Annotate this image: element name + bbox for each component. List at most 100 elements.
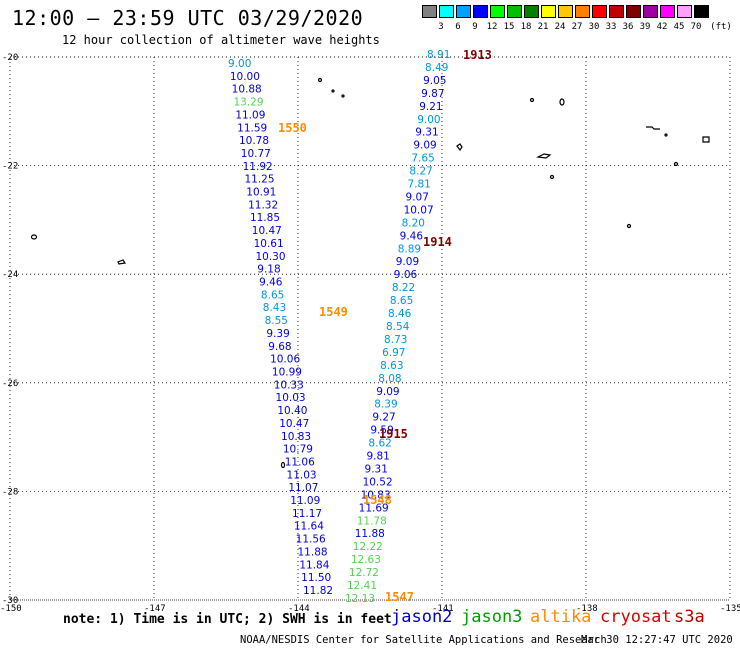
swh-value: 9.31 [415,127,438,139]
legend-label: 42 [656,22,668,32]
swh-value: 8.65 [390,295,413,307]
swh-value: 11.69 [359,502,389,514]
lon-tick-label: -135 [720,604,740,614]
island [331,89,335,93]
legend-swatch [473,5,488,18]
legend-label: 9 [472,22,478,32]
pass-number: 1550 [278,121,307,135]
swh-value: 11.88 [298,546,328,558]
track-west: 9.0010.0010.8813.2911.0911.5910.7810.771… [228,58,333,597]
legend-jason2: jason2 [391,607,453,627]
swh-value: 9.18 [257,264,280,276]
pass-number: 1914 [423,235,452,249]
legend-swatch [456,5,471,18]
swh-value: 9.07 [406,191,429,203]
swh-value: 8.73 [384,334,407,346]
axis-ticks: -20 -22 -24 -26 -28 -30-150 -147 -144 -141 -138 -1… [0,53,740,614]
legend-label: 45 [673,22,685,32]
island [535,153,552,159]
legend-swatch [507,5,522,18]
swh-value: 8.20 [402,217,425,229]
swh-value: 10.83 [361,489,391,501]
legend-label: 6 [455,22,461,32]
legend-s3a: s3a [674,607,705,627]
legend-altika: altika [530,607,592,627]
swh-value: 9.39 [266,328,289,340]
pass-number: 1547 [385,590,414,604]
swh-value: 13.29 [233,97,263,109]
lon-tick-label: -144 [288,604,310,614]
swh-value: 9.05 [423,75,446,87]
swh-value: 6.97 [382,347,405,359]
legend-label: 30 [588,22,600,32]
island [626,223,632,229]
swh-value: 10.47 [279,418,309,430]
swh-value: 11.09 [235,109,265,121]
swh-value: 8.91 [427,49,450,61]
swh-value: 10.33 [274,379,304,391]
legend-cryosat: cryosat [600,607,672,627]
swh-value: 8.54 [386,321,410,333]
swh-value: 8.55 [265,315,288,327]
lat-tick-label: -22 [2,162,18,172]
island-outlines [30,77,710,469]
swh-value: 10.91 [246,187,276,199]
lon-tick-label: -138 [576,604,598,614]
swh-value: 12.22 [353,541,383,553]
swh-value: 10.47 [252,225,282,237]
legend-swatch [626,5,641,18]
swh-value: 8.62 [368,438,391,450]
lat-tick-label: -26 [2,379,18,389]
swh-value: 10.52 [363,476,393,488]
track-east: 8.918.499.059.879.219.009.319.097.658.27… [345,49,450,605]
swh-value: 10.07 [404,204,434,216]
island [673,161,679,167]
pass-number: 1915 [379,427,408,441]
swh-value: 8.43 [263,302,286,314]
swh-value: 10.00 [230,71,260,83]
legend-swatch [524,5,539,18]
swh-value: 8.49 [425,62,448,74]
swh-value: 10.83 [281,431,311,443]
swh-value: 11.56 [296,534,326,546]
swh-value: 7.81 [407,179,430,191]
legend-label: 21 [537,22,549,32]
credit-line: NOAA/NESDIS Center for Satellite Applica… [240,634,607,646]
island [280,461,286,469]
island [317,77,323,83]
swh-value: 12.41 [347,580,377,592]
swh-value: 8.46 [388,308,412,320]
legend-swatch [694,5,709,18]
swh-value: 9.09 [396,256,419,268]
swh-value: 10.78 [239,135,269,147]
swh-value: 8.27 [409,166,432,178]
lon-tick-label: -141 [432,604,454,614]
island [664,133,668,137]
swh-value: 8.22 [392,282,415,294]
lon-tick-label: -147 [144,604,166,614]
swh-value: 11.84 [299,559,329,571]
island [341,94,345,98]
legend-swatch [592,5,607,18]
legend-label: 12 [486,22,498,32]
swh-value: 11.82 [303,585,333,597]
lon-tick-label: -150 [0,604,22,614]
legend-label: 24 [554,22,566,32]
swh-value: 9.81 [366,451,389,463]
legend-swatch [422,5,437,18]
swh-value: 12.13 [345,593,375,605]
island [646,126,660,130]
legend-label: 39 [639,22,651,32]
generated-timestamp: Mar 30 12:27:47 UTC 2020 [581,634,733,646]
island [549,174,555,180]
legend-swatch [575,5,590,18]
swh-value: 9.06 [394,269,418,281]
island [559,98,565,106]
swh-value: 8.08 [378,373,401,385]
swh-value: 11.06 [285,456,315,468]
legend-swatch [558,5,573,18]
swh-value: 11.03 [287,469,317,481]
swh-value: 9.09 [413,140,436,152]
pass-labels: 1913 1550 1914 1549 1915 1548 1547 [278,48,492,604]
